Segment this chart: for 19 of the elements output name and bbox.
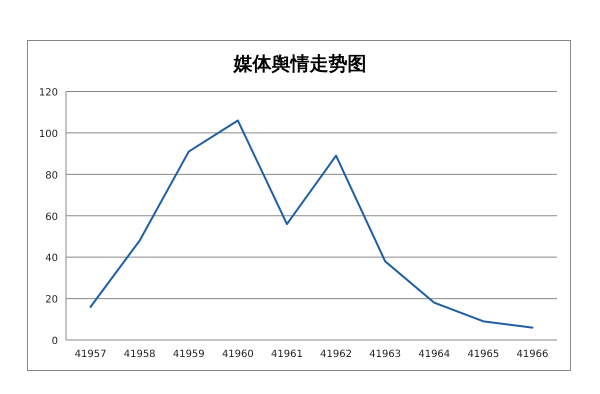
line-series <box>90 119 534 329</box>
x-tick-label: 41963 <box>369 349 402 360</box>
y-tick-label: 20 <box>45 294 58 306</box>
x-tick-label: 41958 <box>124 349 156 360</box>
y-tick-label: 0 <box>52 336 58 347</box>
x-tick-label: 41961 <box>271 349 303 360</box>
x-tick-label: 41959 <box>172 349 205 360</box>
y-tick-label: 120 <box>38 88 58 98</box>
y-tick-label: 40 <box>45 253 58 264</box>
x-tick-label: 41965 <box>467 349 500 360</box>
chart-title: 媒体舆情走势图 <box>232 53 366 75</box>
y-tick-label: 60 <box>45 212 58 223</box>
y-tick-label: 80 <box>45 170 58 182</box>
x-tick-label: 41964 <box>418 349 450 360</box>
x-tick-label: 41962 <box>320 349 352 360</box>
x-tick-label: 41966 <box>516 349 548 360</box>
x-tick-label: 41960 <box>222 349 254 360</box>
y-tick-label: 100 <box>38 128 58 140</box>
x-tick-label: 41957 <box>74 349 106 360</box>
